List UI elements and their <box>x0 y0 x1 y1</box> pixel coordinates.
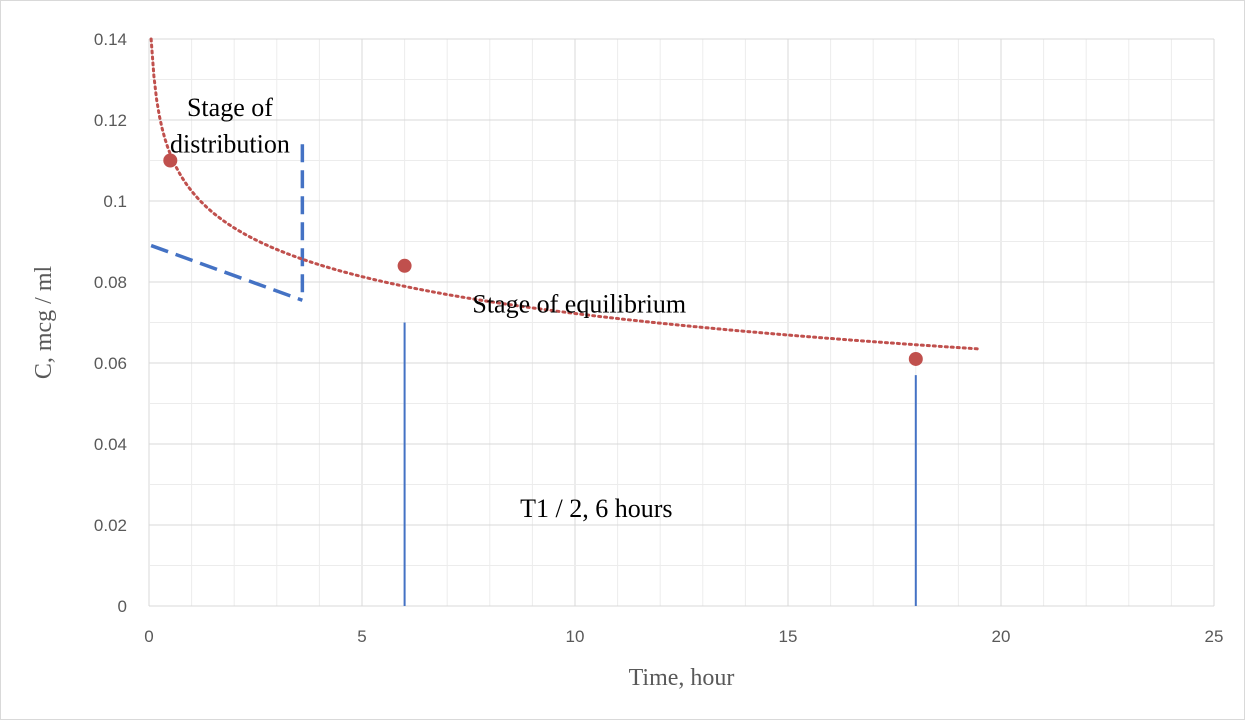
data-point <box>397 258 412 273</box>
y-tick-label: 0.08 <box>94 273 127 292</box>
x-tick-label: 0 <box>144 627 153 646</box>
x-tick-label: 20 <box>992 627 1011 646</box>
y-tick-label: 0.04 <box>94 435 127 454</box>
annotations: Stage of distribution Stage of equilibrium… <box>170 93 686 523</box>
annotation-text: Stage of <box>187 93 273 122</box>
y-tick-label: 0 <box>118 597 127 616</box>
y-tick-label: 0.02 <box>94 516 127 535</box>
dashed-reference-line <box>150 243 303 302</box>
x-tick-label: 25 <box>1205 627 1224 646</box>
x-tick-label: 10 <box>566 627 585 646</box>
x-axis-title: Time, hour <box>629 665 735 691</box>
data-points <box>163 153 923 366</box>
y-tick-label: 0.06 <box>94 354 127 373</box>
data-point <box>163 153 178 168</box>
y-tick-label: 0.12 <box>94 111 127 130</box>
reference-lines <box>150 144 917 606</box>
x-tick-label: 5 <box>357 627 366 646</box>
annotation-text: T1 / 2, 6 hours <box>520 494 672 523</box>
y-axis-title: C, mcg / ml <box>31 266 57 380</box>
x-tick-label: 15 <box>779 627 798 646</box>
tick-labels: 0 5 10 15 20 25 0 0.02 0.04 0.06 0.08 0.1 0.12 0.14 <box>94 30 1224 646</box>
grid <box>148 38 1215 607</box>
trendline <box>149 37 982 351</box>
data-point <box>908 351 923 366</box>
annotation-text: distribution <box>170 129 290 158</box>
y-tick-label: 0.1 <box>103 192 127 211</box>
y-tick-label: 0.14 <box>94 30 127 49</box>
annotation-text: Stage of equilibrium <box>472 289 686 318</box>
